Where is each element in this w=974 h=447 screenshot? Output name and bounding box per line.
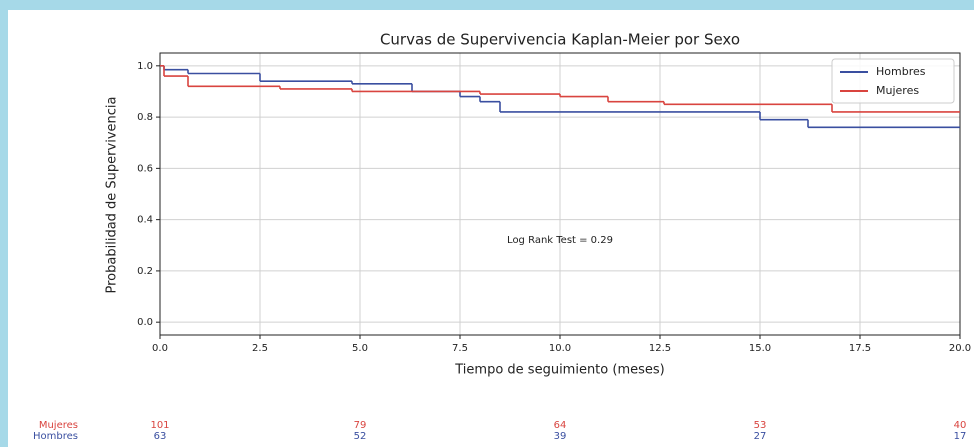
risk-count: 52 — [354, 431, 367, 442]
x-tick-label: 0.0 — [152, 343, 168, 354]
legend-label: Hombres — [876, 65, 926, 78]
x-tick-label: 5.0 — [352, 343, 368, 354]
risk-count: 17 — [954, 431, 967, 442]
chart-title: Curvas de Supervivencia Kaplan-Meier por… — [380, 31, 740, 49]
legend-label: Mujeres — [876, 84, 919, 97]
x-tick-label: 10.0 — [549, 343, 571, 354]
x-tick-label: 2.5 — [252, 343, 268, 354]
annotation: Log Rank Test = 0.29 — [507, 235, 613, 246]
y-axis-label: Probabilidad de Supervivencia — [105, 97, 120, 294]
x-tick-label: 12.5 — [649, 343, 671, 354]
risk-count: 27 — [754, 431, 767, 442]
risk-row-label: Mujeres — [39, 420, 78, 431]
risk-count: 40 — [954, 420, 967, 431]
risk-count: 64 — [554, 420, 567, 431]
risk-count: 63 — [154, 431, 167, 442]
y-tick-label: 0.0 — [137, 317, 153, 328]
y-tick-label: 0.8 — [137, 112, 153, 123]
x-tick-label: 7.5 — [452, 343, 468, 354]
risk-count: 101 — [150, 420, 169, 431]
x-tick-label: 20.0 — [949, 343, 971, 354]
y-tick-label: 0.2 — [137, 266, 153, 277]
risk-row-label: Hombres — [33, 431, 78, 442]
risk-count: 53 — [754, 420, 767, 431]
x-axis-label: Tiempo de seguimiento (meses) — [454, 363, 664, 378]
risk-count: 39 — [554, 431, 567, 442]
x-tick-label: 17.5 — [849, 343, 871, 354]
x-tick-label: 15.0 — [749, 343, 771, 354]
y-tick-label: 1.0 — [137, 61, 153, 72]
y-tick-label: 0.6 — [137, 163, 153, 174]
y-tick-label: 0.4 — [137, 215, 153, 226]
plot-frame — [159, 52, 961, 336]
risk-count: 79 — [354, 420, 367, 431]
figure-background — [8, 10, 974, 447]
